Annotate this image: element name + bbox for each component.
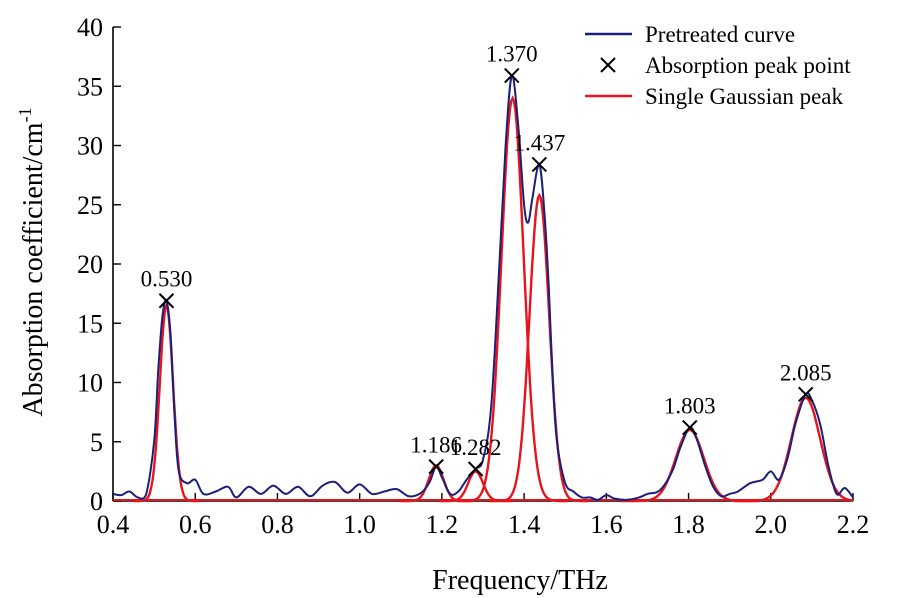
peak-label: 1.186 xyxy=(410,433,462,458)
y-tick-label: 5 xyxy=(90,428,103,457)
gaussian-peak xyxy=(133,303,200,503)
peak-label: 1.282 xyxy=(450,435,502,460)
gaussian-peak xyxy=(733,396,854,503)
peak-marker xyxy=(798,386,814,403)
pretreated-curve-line xyxy=(112,74,854,501)
peak-label: 0.530 xyxy=(141,267,193,292)
x-tick-label: 0.4 xyxy=(97,510,130,539)
peak-marker xyxy=(428,458,444,475)
axes: 0 5 10 15 20 25 30 35 40 0.4 0.6 0.8 1.0 1.2 1.4 1.6 1.8… xyxy=(77,13,869,539)
x-tick-label: 1.6 xyxy=(590,510,623,539)
peak-marker xyxy=(682,419,698,436)
x-axis-title: Frequency/THz xyxy=(432,565,608,596)
pretreated-curve-group xyxy=(112,74,854,501)
peak-marker xyxy=(504,67,520,84)
y-tick-label: 35 xyxy=(77,72,103,101)
x-tick-label: 1.4 xyxy=(508,510,541,539)
y-tick-label: 40 xyxy=(77,13,103,42)
x-tick-label: 0.6 xyxy=(179,510,212,539)
gaussian-peak xyxy=(490,192,589,503)
y-tick-label: 15 xyxy=(77,309,103,338)
peak-marker xyxy=(467,461,484,477)
legend-label: Pretreated curve xyxy=(645,22,795,47)
x-tick-label: 0.8 xyxy=(261,510,294,539)
y-axis-title-text: Absorption coefficient/cm xyxy=(18,122,49,416)
legend-label: Absorption peak point xyxy=(645,53,851,78)
y-axis-title-superscript: -1 xyxy=(15,107,35,122)
peak-label: 1.803 xyxy=(664,394,716,419)
y-axis-title: Absorption coefficient/cm-1 xyxy=(15,107,49,416)
legend: Pretreated curve Absorption peak point Sin… xyxy=(585,22,851,109)
peak-marker xyxy=(158,293,175,309)
peak-label: 1.370 xyxy=(486,42,538,67)
legend-label: Single Gaussian peak xyxy=(645,84,844,109)
peak-label: 2.085 xyxy=(780,360,832,385)
x-tick-label: 2.2 xyxy=(837,510,870,539)
y-tick-label: 25 xyxy=(77,191,103,220)
legend-swatch-marker xyxy=(600,57,616,73)
y-tick-label: 30 xyxy=(77,132,103,161)
x-tick-label: 2.0 xyxy=(755,510,788,539)
peak-marker xyxy=(531,156,548,173)
y-tick-label: 0 xyxy=(90,487,103,516)
peak-label: 1.437 xyxy=(513,130,565,155)
x-tick-label: 1.8 xyxy=(672,510,705,539)
y-tick-label: 20 xyxy=(77,250,103,279)
y-tick-label: 10 xyxy=(77,369,103,398)
x-tick-label: 1.0 xyxy=(343,510,376,539)
x-tick-label: 1.2 xyxy=(426,510,459,539)
